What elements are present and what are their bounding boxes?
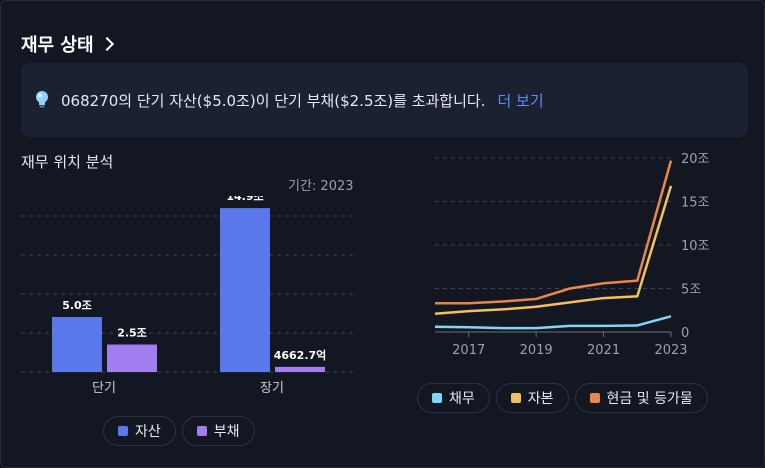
legend-swatch <box>510 393 521 403</box>
category-label: 단기 <box>92 381 116 396</box>
period-label: 기간: 2023 <box>288 179 354 194</box>
legend-swatch <box>118 426 128 436</box>
bar-value-label: 14.9조 <box>226 196 263 203</box>
x-tick-label: 2017 <box>452 343 485 358</box>
insight-text: 068270의 단기 자산($5.0조)이 단기 부채($2.5조)를 초과합니… <box>61 91 486 110</box>
y-tick-label: 15조 <box>681 196 710 211</box>
line-chart-legend: 채무 자본 현금 및 등가물 <box>417 383 708 413</box>
y-tick-label: 10조 <box>681 239 710 254</box>
bar-assets[interactable] <box>52 317 102 372</box>
legend-item-assets[interactable]: 자산 <box>103 416 176 446</box>
y-tick-label: 5조 <box>681 283 701 298</box>
bar-liabilities[interactable] <box>107 344 157 373</box>
y-tick-label: 0 <box>681 326 689 341</box>
legend-item-debt[interactable]: 채무 <box>417 383 490 413</box>
bar-liabilities[interactable] <box>275 366 325 372</box>
legend-item-equity[interactable]: 자본 <box>495 383 569 413</box>
legend-label: 부채 <box>213 424 240 440</box>
bar-value-label: 4662.7억 <box>274 349 327 362</box>
legend-swatch <box>589 393 600 403</box>
insight-banner: 068270의 단기 자산($5.0조)이 단기 부채($2.5조)를 초과합니… <box>21 63 748 137</box>
x-tick-label: 2023 <box>654 343 687 358</box>
bar-value-label: 2.5조 <box>117 327 147 340</box>
bar-assets[interactable] <box>220 208 270 372</box>
legend-label: 현금 및 등가물 <box>606 391 693 407</box>
category-label: 장기 <box>260 381 284 396</box>
y-tick-label: 20조 <box>681 152 710 167</box>
lightbulb-icon <box>36 91 48 108</box>
line-chart: 0 5조 10조 15조 20조 2017 2019 2021 2023 <box>434 152 710 358</box>
x-tick-label: 2019 <box>520 343 553 358</box>
series-line-cash[interactable] <box>435 160 673 305</box>
financial-position-title: 재무 위치 분석 <box>21 153 114 171</box>
legend-swatch <box>196 426 207 436</box>
series-line-equity[interactable] <box>434 185 673 315</box>
legend-label: 자산 <box>135 424 161 440</box>
legend-item-liabilities[interactable]: 부채 <box>181 416 255 446</box>
series-line-debt[interactable] <box>434 315 672 330</box>
legend-swatch <box>432 393 442 403</box>
x-tick-label: 2021 <box>587 343 620 358</box>
see-more-link[interactable]: 더 보기 <box>497 91 544 110</box>
section-title-link[interactable]: 재무 상태 <box>21 31 114 57</box>
chevron-right-icon <box>99 36 114 52</box>
bar-chart-legend: 자산 부채 <box>103 416 255 446</box>
legend-item-cash[interactable]: 현금 및 등가물 <box>574 383 708 413</box>
legend-label: 자본 <box>527 391 554 407</box>
bar-value-label: 5.0조 <box>62 299 92 312</box>
legend-label: 채무 <box>449 391 475 407</box>
section-title: 재무 상태 <box>21 35 94 56</box>
